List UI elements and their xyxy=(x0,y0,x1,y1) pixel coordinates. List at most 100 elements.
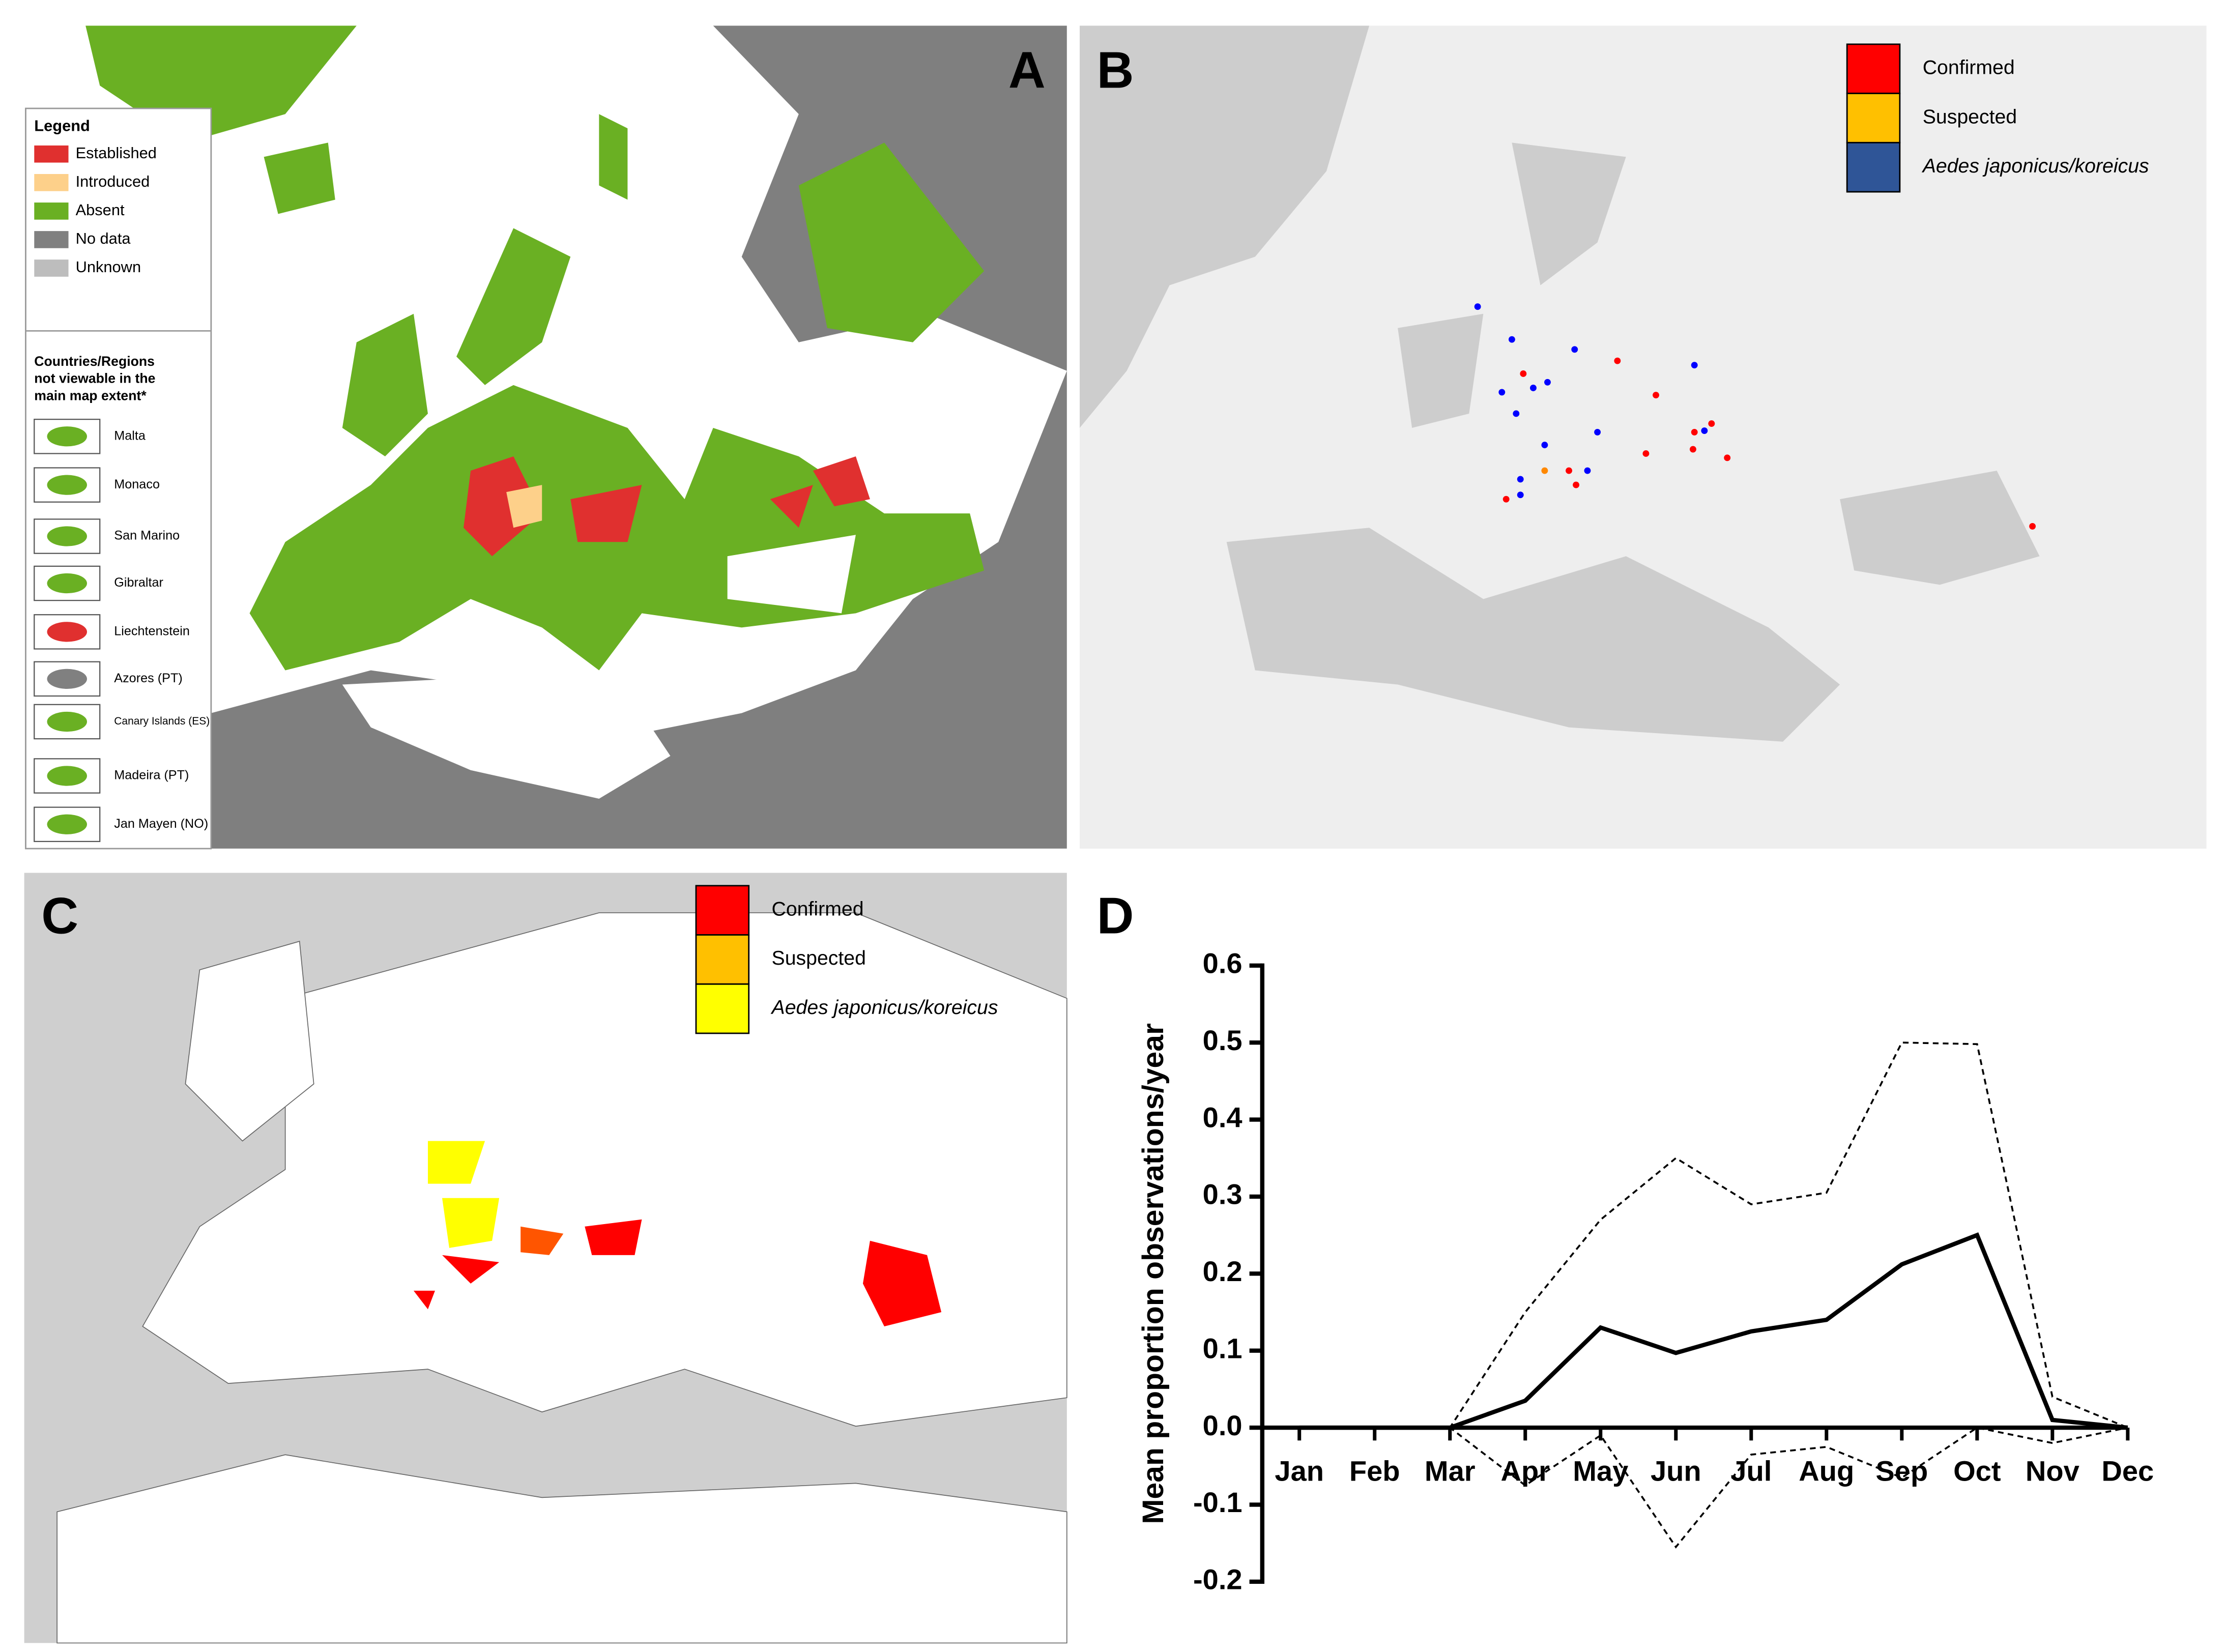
y-tick-label: 0.0 xyxy=(1203,1409,1242,1441)
observation-dot xyxy=(1724,454,1731,461)
observation-dot xyxy=(1544,379,1551,386)
legend-swatch xyxy=(1846,93,1901,143)
panel-label: B xyxy=(1097,42,1134,99)
x-tick-label: Sep xyxy=(1875,1455,1928,1487)
inset-shape xyxy=(47,622,87,642)
observation-dot xyxy=(1474,303,1481,310)
map-a xyxy=(85,25,1067,849)
x-tick-label: Nov xyxy=(2026,1455,2079,1487)
inset-label: Malta xyxy=(114,428,146,443)
observation-dot xyxy=(1653,392,1659,398)
inset-label: Azores (PT) xyxy=(114,671,183,685)
observation-dot xyxy=(1642,450,1650,457)
inset-label: San Marino xyxy=(114,529,180,543)
y-tick-label: 0.5 xyxy=(1203,1024,1242,1056)
x-tick-label: Oct xyxy=(1953,1455,2001,1487)
legend-swatch xyxy=(34,259,69,277)
inset-label: Liechtenstein xyxy=(114,624,190,638)
inset-shape xyxy=(47,526,87,546)
y-tick-label: 0.2 xyxy=(1203,1255,1242,1287)
observation-dot xyxy=(1517,476,1524,483)
observation-dot xyxy=(1689,446,1696,453)
inset-title: Countries/Regions xyxy=(34,354,155,369)
observation-dot xyxy=(1708,420,1715,427)
observation-dot xyxy=(1513,410,1520,417)
x-tick-label: Jul xyxy=(1730,1455,1772,1487)
inset-label: Jan Mayen (NO) xyxy=(114,817,208,831)
legend-label: Suspected xyxy=(772,947,866,969)
line-series xyxy=(1299,1232,2128,1430)
inset-shape xyxy=(47,711,87,732)
inset-title: main map extent* xyxy=(34,388,147,403)
x-tick-label: Dec xyxy=(2101,1455,2154,1487)
observation-dot xyxy=(1584,467,1591,474)
y-tick-label: -0.2 xyxy=(1193,1563,1242,1596)
y-axis-label: Mean proportion observations/year xyxy=(1137,1023,1170,1524)
legend-title: Legend xyxy=(34,117,90,135)
legend-swatch xyxy=(34,145,69,163)
legend-label: Unknown xyxy=(76,258,141,276)
inset-shape xyxy=(47,426,87,447)
legend-swatch xyxy=(1846,141,1901,193)
inset-shape xyxy=(47,766,87,786)
x-tick-label: Feb xyxy=(1349,1455,1400,1487)
panel-label: D xyxy=(1097,888,1134,945)
y-tick-label: 0.3 xyxy=(1203,1178,1242,1210)
inset-title: not viewable in the xyxy=(34,371,155,386)
inset-shape xyxy=(47,573,87,594)
observation-dot xyxy=(1541,467,1548,474)
legend-label: Confirmed xyxy=(1923,56,2015,79)
observation-dot xyxy=(1566,467,1572,474)
observation-dot xyxy=(1502,496,1510,503)
legend-swatch xyxy=(34,202,69,220)
legend-label: Established xyxy=(76,144,157,162)
observation-dot xyxy=(1541,442,1548,449)
inset-box xyxy=(34,704,101,740)
legend-label: Suspected xyxy=(1923,105,2017,128)
panel-label: A xyxy=(1008,42,1046,99)
legend-label: Introduced xyxy=(76,172,150,190)
legend-swatch xyxy=(1846,43,1901,95)
inset-label: Madeira (PT) xyxy=(114,768,189,782)
chart: D -0.2 -0.1 0.0 0.1 0.2 0.3 0.4 0.5 0.6 Jan Feb Mar A… xyxy=(1097,888,2154,1596)
legend-swatch xyxy=(34,231,69,248)
legend-label: Confirmed xyxy=(772,898,864,920)
x-tick-label: Mar xyxy=(1425,1455,1476,1487)
x-tick-label: Jun xyxy=(1651,1455,1701,1487)
observation-dot xyxy=(1573,481,1579,488)
line-series xyxy=(1299,1427,2128,1549)
y-tick-label: -0.1 xyxy=(1193,1486,1242,1518)
legend-swatch xyxy=(34,174,69,191)
inset-label: Canary Islands (ES) xyxy=(114,715,210,727)
observation-dot xyxy=(2029,523,2036,530)
observation-dot xyxy=(1571,346,1578,353)
observation-dot xyxy=(1701,427,1708,434)
observation-dot xyxy=(1691,428,1698,436)
y-tick-label: 0.1 xyxy=(1203,1332,1242,1364)
x-tick-label: Aug xyxy=(1799,1455,1854,1487)
legend-label: Aedes japonicus/koreicus xyxy=(771,996,998,1019)
inset-label: Monaco xyxy=(114,477,160,491)
y-tick-label: 0.6 xyxy=(1203,947,1242,979)
line-series xyxy=(1299,1041,2128,1429)
legend-swatch xyxy=(695,983,750,1034)
observation-dot xyxy=(1498,389,1506,396)
panel-label: C xyxy=(41,888,78,945)
map-b xyxy=(1080,25,2207,849)
legend-swatch xyxy=(695,934,750,985)
observation-dot xyxy=(1614,357,1621,364)
legend-label: No data xyxy=(76,229,131,247)
inset-shape xyxy=(47,475,87,495)
inset-label: Gibraltar xyxy=(114,575,163,590)
legend-label: Absent xyxy=(76,201,125,219)
x-tick-label: May xyxy=(1573,1455,1628,1487)
inset-shape xyxy=(47,669,87,689)
observation-dot xyxy=(1517,491,1524,499)
legend-label: Aedes japonicus/koreicus xyxy=(1922,155,2149,177)
y-tick-label: 0.4 xyxy=(1203,1101,1242,1133)
x-tick-label: Apr xyxy=(1500,1455,1550,1487)
inset-shape xyxy=(47,814,87,834)
map-c xyxy=(24,873,1067,1644)
